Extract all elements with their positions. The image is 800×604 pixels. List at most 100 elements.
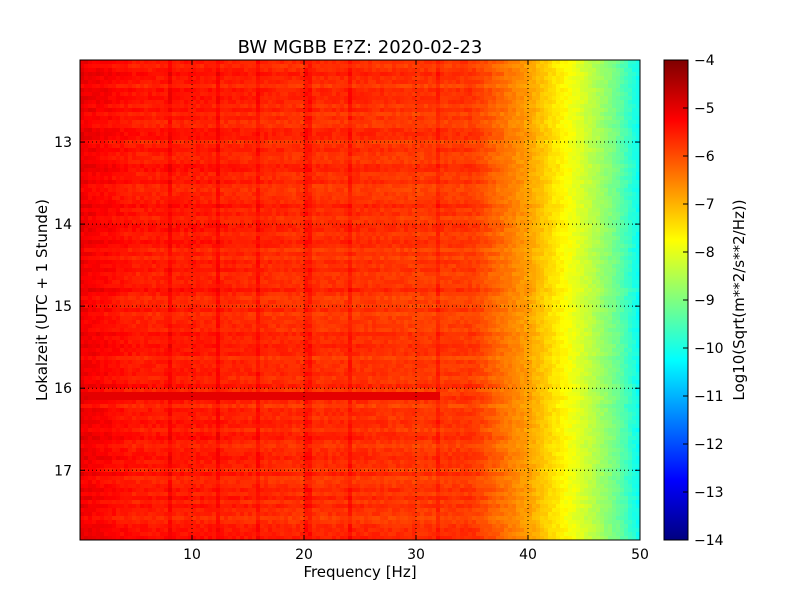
heatmap-cell bbox=[272, 200, 277, 205]
heatmap-cell bbox=[248, 80, 253, 85]
heatmap-cell bbox=[380, 136, 385, 141]
heatmap-cell bbox=[256, 108, 261, 113]
heatmap-cell bbox=[124, 116, 129, 121]
heatmap-cell bbox=[456, 124, 461, 129]
heatmap-cell bbox=[556, 160, 561, 165]
heatmap-cell bbox=[556, 148, 561, 153]
heatmap-cell bbox=[104, 60, 109, 65]
heatmap-cell bbox=[356, 196, 361, 201]
heatmap-cell bbox=[164, 92, 169, 97]
heatmap-cell bbox=[200, 132, 205, 137]
heatmap-cell bbox=[272, 68, 277, 73]
heatmap-cell bbox=[180, 128, 185, 133]
heatmap-cell bbox=[600, 152, 605, 157]
heatmap-cell bbox=[340, 192, 345, 197]
heatmap-cell bbox=[92, 96, 97, 101]
heatmap-cell bbox=[168, 156, 173, 161]
heatmap-cell bbox=[272, 192, 277, 197]
heatmap-cell bbox=[116, 96, 121, 101]
heatmap-cell bbox=[616, 180, 621, 185]
heatmap-cell bbox=[540, 176, 545, 181]
heatmap-cell bbox=[500, 144, 505, 149]
heatmap-cell bbox=[388, 128, 393, 133]
heatmap-cell bbox=[476, 160, 481, 165]
heatmap-cell bbox=[440, 148, 445, 153]
heatmap-cell bbox=[292, 104, 297, 109]
heatmap-cell bbox=[632, 184, 637, 189]
heatmap-cell bbox=[120, 172, 125, 177]
heatmap-cell bbox=[408, 200, 413, 205]
heatmap-cell bbox=[412, 108, 417, 113]
heatmap-cell bbox=[400, 124, 405, 129]
heatmap-cell bbox=[416, 72, 421, 77]
heatmap-cell bbox=[504, 104, 509, 109]
heatmap-cell bbox=[144, 132, 149, 137]
heatmap-cell bbox=[548, 120, 553, 125]
heatmap-cell bbox=[308, 200, 313, 205]
heatmap-cell bbox=[596, 156, 601, 161]
heatmap-cell bbox=[520, 180, 525, 185]
heatmap-cell bbox=[548, 184, 553, 189]
heatmap-cell bbox=[340, 100, 345, 105]
heatmap-cell bbox=[400, 148, 405, 153]
heatmap-cell bbox=[208, 76, 213, 81]
heatmap-cell bbox=[208, 124, 213, 129]
heatmap-cell bbox=[104, 76, 109, 81]
heatmap-cell bbox=[456, 176, 461, 181]
heatmap-cell bbox=[244, 112, 249, 117]
heatmap-cell bbox=[532, 164, 537, 169]
heatmap-cell bbox=[128, 136, 133, 141]
heatmap-cell bbox=[112, 180, 117, 185]
heatmap-cell bbox=[364, 72, 369, 77]
heatmap-cell bbox=[108, 124, 113, 129]
heatmap-cell bbox=[424, 132, 429, 137]
heatmap-cell bbox=[428, 156, 433, 161]
heatmap-cell bbox=[296, 64, 301, 69]
heatmap-cell bbox=[460, 180, 465, 185]
heatmap-cell bbox=[528, 76, 533, 81]
heatmap-cell bbox=[568, 156, 573, 161]
heatmap-cell bbox=[424, 156, 429, 161]
heatmap-cell bbox=[620, 188, 625, 193]
heatmap-cell bbox=[520, 104, 525, 109]
heatmap-cell bbox=[440, 72, 445, 77]
heatmap-cell bbox=[232, 164, 237, 169]
heatmap-cell bbox=[364, 68, 369, 73]
heatmap-cell bbox=[156, 164, 161, 169]
heatmap-cell bbox=[320, 108, 325, 113]
heatmap-cell bbox=[612, 144, 617, 149]
heatmap-cell bbox=[348, 180, 353, 185]
heatmap-cell bbox=[132, 124, 137, 129]
heatmap-cell bbox=[464, 184, 469, 189]
heatmap-cell bbox=[352, 64, 357, 69]
heatmap-cell bbox=[276, 96, 281, 101]
heatmap-cell bbox=[252, 160, 257, 165]
heatmap-cell bbox=[248, 180, 253, 185]
heatmap-cell bbox=[544, 72, 549, 77]
heatmap-cell bbox=[392, 68, 397, 73]
heatmap-cell bbox=[424, 188, 429, 193]
heatmap-cell bbox=[152, 120, 157, 125]
heatmap-cell bbox=[412, 180, 417, 185]
heatmap-cell bbox=[320, 120, 325, 125]
heatmap-cell bbox=[540, 180, 545, 185]
heatmap-cell bbox=[480, 172, 485, 177]
heatmap-cell bbox=[132, 148, 137, 153]
heatmap-cell bbox=[184, 64, 189, 69]
heatmap-cell bbox=[444, 132, 449, 137]
heatmap-cell bbox=[632, 136, 637, 141]
heatmap-cell bbox=[412, 80, 417, 85]
heatmap-cell bbox=[160, 180, 165, 185]
heatmap-cell bbox=[452, 148, 457, 153]
heatmap-cell bbox=[300, 96, 305, 101]
heatmap-cell bbox=[316, 64, 321, 69]
heatmap-cell bbox=[516, 72, 521, 77]
heatmap-cell bbox=[340, 84, 345, 89]
heatmap-cell bbox=[624, 116, 629, 121]
heatmap-cell bbox=[548, 64, 553, 69]
heatmap-cell bbox=[100, 120, 105, 125]
heatmap-cell bbox=[552, 68, 557, 73]
heatmap-cell bbox=[272, 64, 277, 69]
heatmap-cell bbox=[240, 64, 245, 69]
heatmap-cell bbox=[548, 76, 553, 81]
